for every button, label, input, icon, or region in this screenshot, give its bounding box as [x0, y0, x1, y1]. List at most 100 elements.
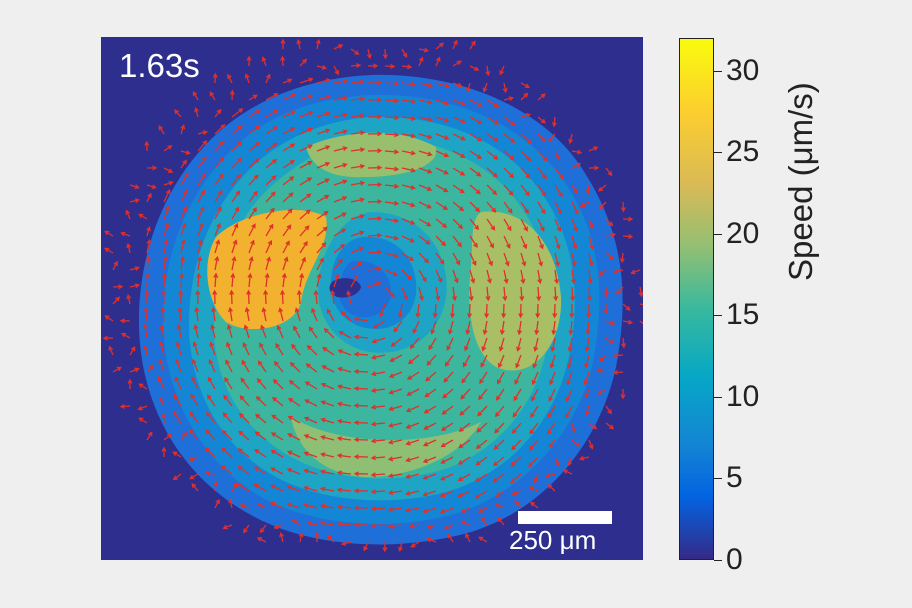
velocity-arrow-head	[324, 194, 330, 200]
velocity-arrow	[350, 198, 364, 203]
velocity-arrow	[520, 82, 530, 88]
velocity-arrow	[333, 113, 347, 118]
velocity-arrow	[241, 360, 250, 373]
velocity-arrow	[503, 286, 506, 300]
velocity-arrow	[229, 308, 233, 322]
velocity-arrow-head	[164, 222, 170, 228]
velocity-arrow-head	[550, 346, 556, 353]
velocity-arrow	[373, 320, 386, 329]
velocity-arrow-head	[323, 327, 329, 333]
velocity-arrow-head	[324, 178, 330, 183]
velocity-arrow-head	[116, 366, 122, 372]
velocity-arrow	[299, 193, 311, 203]
velocity-arrow	[407, 371, 420, 380]
velocity-arrow-head	[183, 172, 189, 178]
velocity-arrow-head	[243, 324, 249, 330]
velocity-arrow	[384, 201, 398, 205]
velocity-arrow-head	[545, 473, 551, 479]
velocity-arrow	[322, 347, 335, 356]
velocity-arrow-head	[236, 173, 242, 180]
velocity-arrow-head	[422, 458, 428, 463]
velocity-arrow-head	[290, 127, 296, 132]
velocity-arrow-head	[476, 154, 482, 159]
velocity-arrow	[214, 207, 222, 220]
velocity-arrow-head	[272, 142, 278, 148]
velocity-arrow-head	[437, 277, 443, 284]
velocity-arrow	[452, 150, 465, 158]
velocity-arrow	[486, 167, 498, 178]
velocity-arrow	[260, 325, 267, 339]
velocity-arrow	[316, 178, 329, 186]
velocity-arrow	[299, 144, 312, 152]
velocity-arrow	[350, 64, 361, 67]
velocity-arrow-head	[457, 493, 463, 498]
velocity-arrow	[194, 325, 199, 339]
velocity-arrow	[537, 93, 546, 101]
velocity-arrow-head	[612, 352, 618, 358]
velocity-arrow	[333, 212, 346, 220]
velocity-arrow-head	[222, 524, 228, 530]
velocity-arrow-head	[192, 91, 198, 97]
velocity-arrow-head	[387, 473, 394, 479]
velocity-arrow	[290, 362, 301, 373]
velocity-arrow	[248, 240, 255, 254]
velocity-arrow-head	[485, 70, 491, 77]
velocity-arrow	[342, 541, 352, 545]
velocity-arrow-head	[267, 239, 273, 246]
velocity-arrow	[520, 150, 531, 161]
velocity-arrow	[307, 345, 318, 356]
velocity-arrow-head	[287, 433, 293, 438]
velocity-arrow-head	[138, 417, 144, 423]
velocity-arrow-head	[255, 395, 261, 401]
colorbar-tick-label: 25	[726, 135, 760, 169]
velocity-arrow	[478, 536, 488, 543]
velocity-arrow-head	[336, 401, 343, 407]
velocity-arrow	[338, 454, 352, 458]
velocity-arrow	[338, 437, 352, 441]
velocity-arrow	[231, 207, 239, 220]
velocity-arrow-head	[165, 205, 170, 211]
velocity-arrow-head	[341, 212, 347, 218]
velocity-arrow	[512, 405, 522, 417]
velocity-arrow	[458, 490, 471, 498]
velocity-arrow-head	[511, 428, 517, 435]
velocity-arrow-head	[584, 410, 590, 416]
velocity-arrow-head	[302, 58, 308, 64]
velocity-arrow	[225, 360, 233, 373]
velocity-arrow-head	[492, 190, 498, 196]
velocity-arrow-head	[296, 289, 302, 295]
velocity-arrow	[486, 235, 494, 248]
velocity-arrow-head	[598, 271, 604, 277]
velocity-arrow	[535, 320, 539, 334]
velocity-arrow-head	[377, 97, 383, 103]
velocity-arrow-head	[137, 405, 143, 411]
velocity-arrow	[333, 259, 343, 271]
velocity-arrow	[476, 439, 488, 449]
velocity-arrow	[554, 269, 558, 283]
colorbar-tick-mark	[714, 478, 722, 480]
velocity-arrow	[244, 325, 250, 339]
velocity-arrow-head	[260, 324, 265, 330]
velocity-arrow-head	[113, 260, 118, 267]
velocity-arrow-head	[215, 498, 220, 505]
velocity-arrow	[498, 354, 505, 368]
velocity-arrow-head	[585, 329, 591, 336]
velocity-arrow	[316, 40, 320, 50]
velocity-arrow-head	[608, 254, 614, 260]
velocity-arrow	[486, 218, 495, 231]
velocity-arrow-head	[174, 109, 180, 115]
velocity-arrow-head	[340, 311, 346, 316]
velocity-arrow-head	[540, 93, 546, 99]
velocity-arrow	[282, 257, 288, 271]
velocity-arrow	[469, 235, 478, 248]
velocity-arrow	[469, 133, 482, 142]
velocity-arrow-head	[283, 256, 289, 262]
velocity-arrow	[418, 57, 424, 67]
velocity-arrow	[354, 387, 369, 390]
velocity-arrow	[458, 439, 471, 448]
velocity-arrow-head	[542, 156, 548, 162]
velocity-arrow-head	[598, 204, 604, 210]
velocity-arrow-head	[319, 257, 324, 263]
velocity-arrow	[231, 223, 238, 237]
velocity-arrow-head	[492, 477, 498, 483]
